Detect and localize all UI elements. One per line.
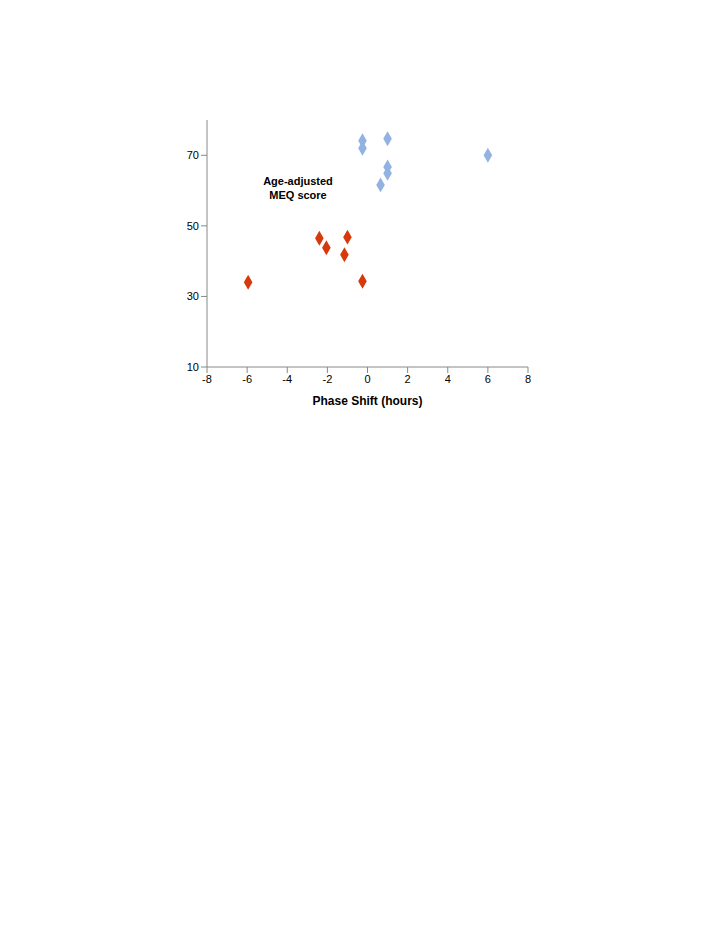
svg-text:8: 8 [525, 373, 531, 385]
svg-text:-8: -8 [202, 373, 212, 385]
svg-text:30: 30 [187, 290, 199, 302]
svg-text:4: 4 [445, 373, 451, 385]
svg-text:50: 50 [187, 220, 199, 232]
svg-text:-4: -4 [282, 373, 292, 385]
html-text:Age-adjusted MEQ score: Age-adjusted MEQ score [263, 175, 333, 201]
svg-text:10: 10 [187, 361, 199, 373]
svg-text:0: 0 [364, 373, 370, 385]
svg-text:Phase Shift (hours): Phase Shift (hours) [312, 394, 422, 408]
svg-text:-6: -6 [242, 373, 252, 385]
svg-text:70: 70 [187, 149, 199, 161]
svg-text:-2: -2 [322, 373, 332, 385]
svg-text:6: 6 [485, 373, 491, 385]
svg-text:2: 2 [405, 373, 411, 385]
